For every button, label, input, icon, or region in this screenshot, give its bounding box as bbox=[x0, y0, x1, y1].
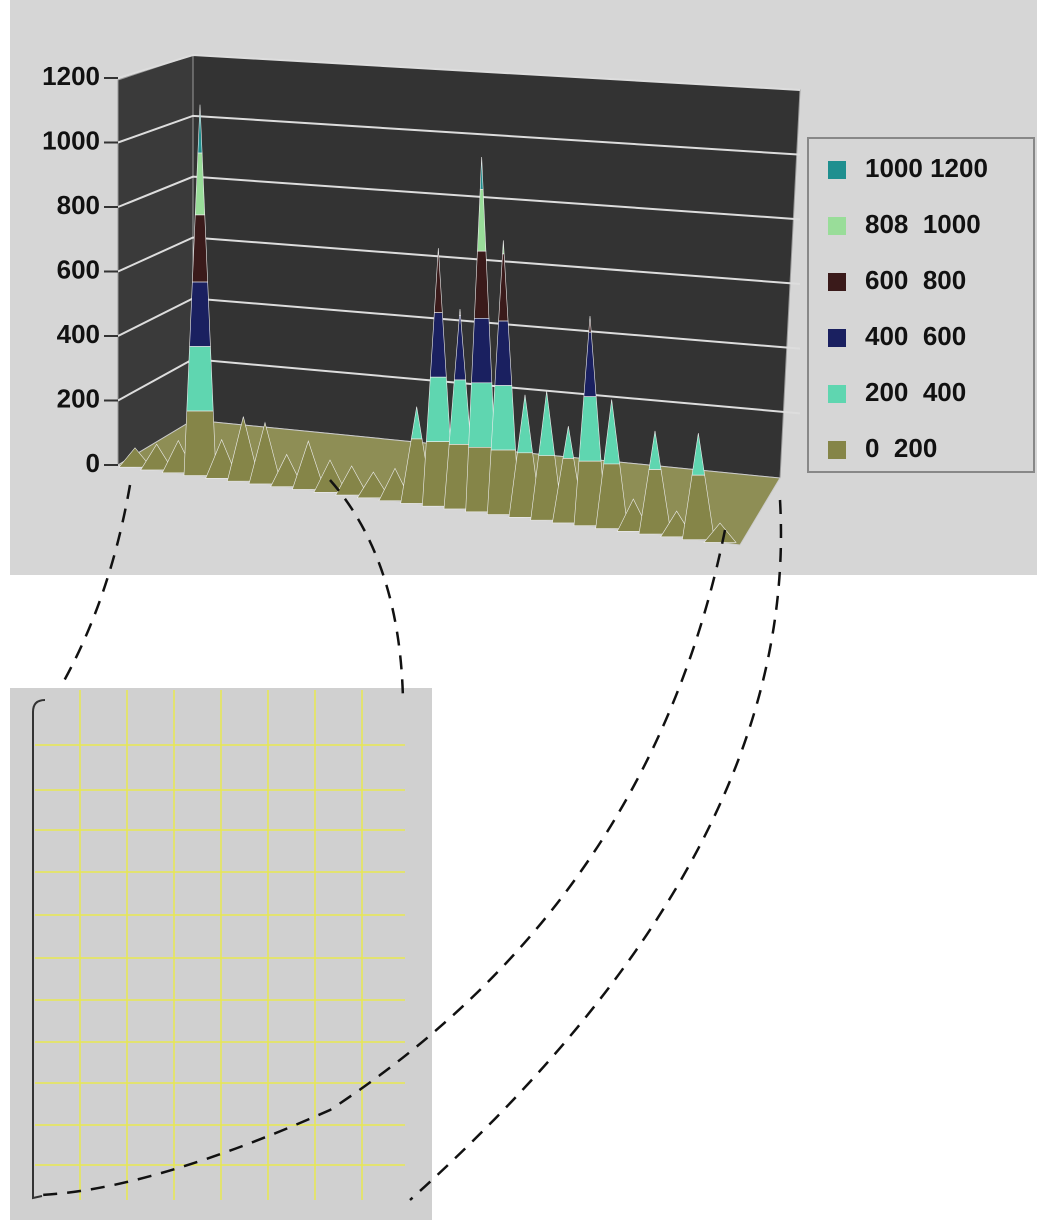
spike-band bbox=[356, 471, 390, 499]
spike-band bbox=[189, 281, 211, 347]
legend-swatch bbox=[828, 217, 846, 235]
spike-band bbox=[426, 376, 451, 443]
spike bbox=[681, 433, 715, 540]
spike bbox=[356, 471, 390, 499]
side-wall bbox=[117, 54, 194, 466]
spike-band bbox=[248, 421, 282, 485]
spike-band bbox=[490, 385, 516, 451]
legend-label: 600 800 bbox=[865, 265, 966, 295]
grid-line bbox=[117, 53, 801, 91]
spike-band bbox=[183, 410, 217, 476]
legend-label: 808 1000 bbox=[865, 209, 981, 239]
spike bbox=[703, 522, 737, 543]
y-tick-label: 1200 bbox=[42, 61, 100, 91]
spike bbox=[183, 104, 217, 476]
y-tick-label: 1000 bbox=[42, 125, 100, 155]
spike bbox=[335, 465, 369, 496]
grid-line bbox=[117, 175, 801, 221]
spike-band bbox=[186, 346, 214, 412]
spike bbox=[205, 438, 239, 479]
spike bbox=[291, 440, 325, 490]
spike-band bbox=[192, 214, 208, 283]
spike bbox=[226, 416, 260, 482]
spike-band bbox=[638, 469, 672, 535]
legend-swatch bbox=[828, 329, 846, 347]
spike-band bbox=[270, 453, 304, 487]
spike bbox=[595, 399, 629, 529]
legend-items: 1000 1200 808 1000 600 800 400 600 200 400 0 … bbox=[828, 153, 988, 463]
legend-swatch bbox=[828, 385, 846, 403]
spike bbox=[638, 430, 672, 535]
spike bbox=[248, 421, 282, 485]
legend bbox=[807, 137, 1035, 473]
legend-label: 400 600 bbox=[865, 321, 966, 351]
y-tick-label: 600 bbox=[57, 254, 100, 284]
spike-band bbox=[595, 463, 629, 529]
spike bbox=[270, 453, 304, 487]
legend-swatch bbox=[828, 273, 846, 291]
spike-band bbox=[471, 317, 493, 384]
legend-label: 200 400 bbox=[865, 377, 966, 407]
spike-band bbox=[140, 443, 174, 471]
spike-band bbox=[335, 465, 369, 496]
spike bbox=[313, 459, 347, 493]
legend-label: 0 200 bbox=[865, 433, 937, 463]
spike bbox=[530, 391, 564, 521]
plot bbox=[117, 53, 801, 543]
spike-band bbox=[291, 440, 325, 490]
spike-band bbox=[468, 382, 496, 448]
grid-line bbox=[117, 236, 801, 285]
spike-band bbox=[118, 447, 152, 468]
legend-swatch bbox=[828, 441, 846, 459]
legend-label: 1000 1200 bbox=[865, 153, 988, 183]
spike bbox=[118, 447, 152, 468]
spike-band bbox=[226, 416, 260, 482]
spike-band bbox=[459, 309, 461, 316]
y-tick-label: 400 bbox=[57, 319, 100, 349]
connector-lines bbox=[39, 479, 783, 1201]
y-tick-label: 800 bbox=[57, 190, 100, 220]
spike-band bbox=[681, 474, 715, 540]
spike bbox=[140, 443, 174, 471]
spike-band bbox=[703, 522, 737, 543]
y-tick-label: 200 bbox=[57, 383, 100, 413]
inset bbox=[10, 688, 432, 1220]
spike-band bbox=[313, 459, 347, 493]
y-tick-label: 0 bbox=[86, 448, 100, 478]
legend-swatch bbox=[828, 161, 846, 179]
grid-line bbox=[117, 114, 801, 156]
spike-band bbox=[530, 455, 564, 521]
spike-band bbox=[205, 438, 239, 479]
